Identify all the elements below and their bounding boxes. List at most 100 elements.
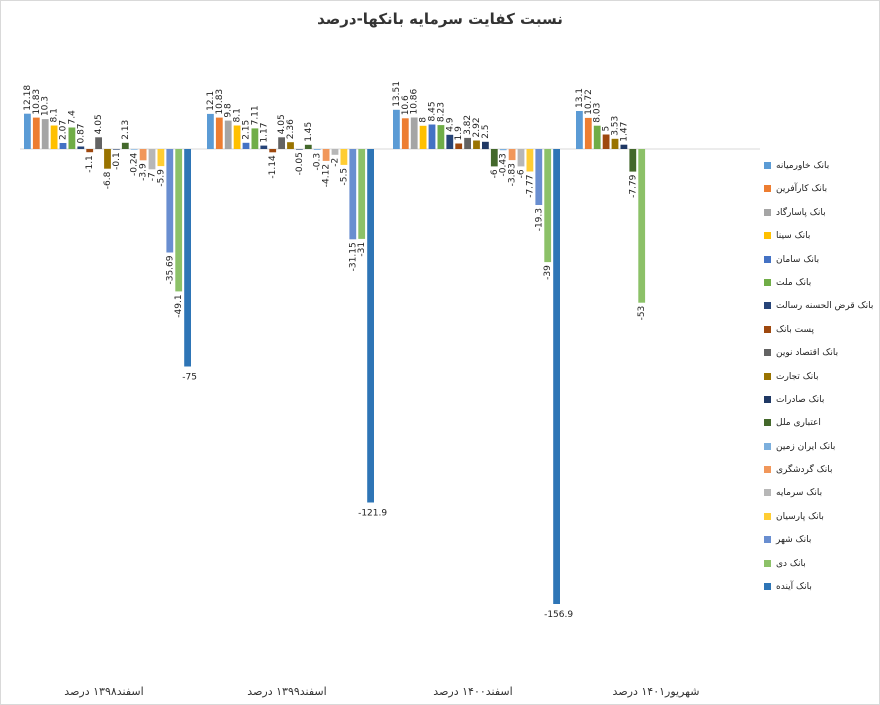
data-label: -5.5 (339, 168, 349, 186)
legend-swatch (764, 302, 771, 310)
bar (638, 149, 646, 303)
legend-label: بانک گردشگری (776, 465, 833, 476)
legend-item: بانک ملت (764, 277, 876, 300)
legend-label: بانک پاسارگاد (776, 207, 826, 218)
data-label: 1.9 (454, 126, 464, 141)
data-label: 13.51 (392, 81, 402, 107)
bar (419, 125, 427, 149)
bar (358, 149, 366, 239)
data-label: -0.43 (499, 153, 509, 176)
legend-label: بانک آینده (776, 582, 812, 593)
legend-swatch (764, 395, 771, 403)
bar (576, 111, 583, 149)
legend-swatch (764, 208, 771, 216)
data-label: 9.8 (224, 103, 234, 118)
legend-swatch (764, 372, 771, 380)
bar (278, 137, 285, 149)
data-label: -1.14 (268, 155, 278, 179)
data-label: 7.11 (250, 105, 260, 125)
data-label: 3.82 (463, 115, 473, 135)
bar (340, 149, 348, 165)
data-label: -19.3 (534, 208, 544, 231)
bar (517, 149, 525, 167)
legend-swatch (764, 419, 771, 427)
legend-label: بانک اقتصاد نوین (776, 348, 839, 359)
legend-item: بانک سامان (764, 254, 876, 277)
bar (437, 125, 445, 149)
data-label: 4.05 (277, 114, 287, 134)
bar (629, 149, 637, 172)
legend-item: بانک سینا (764, 230, 876, 253)
legend-item: بانک کارآفرین (764, 183, 876, 206)
bar (86, 149, 94, 153)
data-label: 1.45 (304, 122, 314, 142)
data-label: 10.3 (41, 96, 51, 116)
data-label: 4.9 (445, 117, 455, 132)
legend-label: بانک خاورمیانه (776, 161, 830, 171)
bar (104, 149, 111, 169)
legend-item: بانک خاورمیانه (764, 160, 876, 183)
data-label: -0.1 (112, 152, 122, 170)
category-label: اسفند۱۳۹۸ درصد (64, 685, 143, 698)
data-label: -49.1 (174, 294, 184, 317)
data-label: 8.03 (593, 103, 603, 123)
data-label: -7.77 (525, 175, 535, 198)
legend-swatch (764, 583, 771, 591)
data-label: 2.13 (121, 120, 131, 140)
data-label: 8.1 (233, 108, 243, 122)
legend-swatch (764, 185, 771, 193)
legend-label: بانک سینا (776, 231, 811, 242)
data-label: 10.86 (410, 88, 420, 114)
bar (428, 124, 436, 149)
bar (24, 113, 31, 149)
data-label: 2.92 (472, 117, 482, 137)
legend-swatch (764, 325, 771, 333)
data-label: 10.72 (584, 89, 594, 115)
legend-label: بانک پارسیان (776, 511, 824, 522)
legend-label: بانک دی (776, 558, 806, 569)
data-label: -2 (331, 158, 341, 167)
bar (68, 127, 76, 149)
data-label: 0.87 (76, 123, 86, 143)
legend-item: بانک شهر (764, 534, 876, 557)
legend-label: بانک صادرات (776, 394, 825, 405)
bar (242, 142, 250, 149)
legend-label: پست بانک (776, 324, 815, 335)
legend-item: بانک پارسیان (764, 511, 876, 534)
legend-label: اعتباری ملل (776, 418, 821, 429)
bar (544, 149, 552, 263)
bar (526, 149, 534, 172)
legend-label: بانک سامان (776, 254, 820, 265)
bar (490, 149, 498, 167)
bar (113, 149, 120, 150)
legend-label: بانک شهر (776, 535, 812, 546)
data-label: 12.18 (23, 85, 33, 111)
data-label: -5.9 (156, 169, 166, 187)
data-label: 1.17 (259, 123, 269, 143)
bar (251, 128, 259, 149)
legend-label: بانک تجارت (776, 371, 819, 382)
legend-item: بانک سرمایه (764, 487, 876, 510)
data-label: -53 (637, 306, 647, 321)
bar (313, 149, 321, 150)
legend-label: بانک سرمایه (776, 488, 823, 499)
data-label: -75 (182, 373, 197, 383)
bar (50, 125, 58, 149)
legend-swatch (764, 349, 771, 357)
chart-legend: بانک خاورمیانه بانک کارآفرین بانک پاسارگاد… (764, 160, 876, 604)
data-label: 10.83 (32, 89, 42, 115)
bar (482, 141, 489, 150)
bar (184, 149, 191, 367)
data-label: -4.12 (322, 164, 332, 187)
legend-item: اعتباری ملل (764, 417, 876, 440)
legend-item: پست بانک (764, 324, 876, 347)
legend-swatch (764, 489, 771, 497)
data-label: 2.5 (481, 124, 491, 138)
data-label: 7.4 (67, 110, 77, 125)
data-label: -1.1 (85, 155, 95, 173)
bar (322, 149, 330, 161)
bar (224, 120, 232, 149)
bar (499, 149, 507, 151)
legend-swatch (764, 162, 771, 169)
category-label: شهریور۱۴۰۱ درصد (613, 685, 700, 698)
